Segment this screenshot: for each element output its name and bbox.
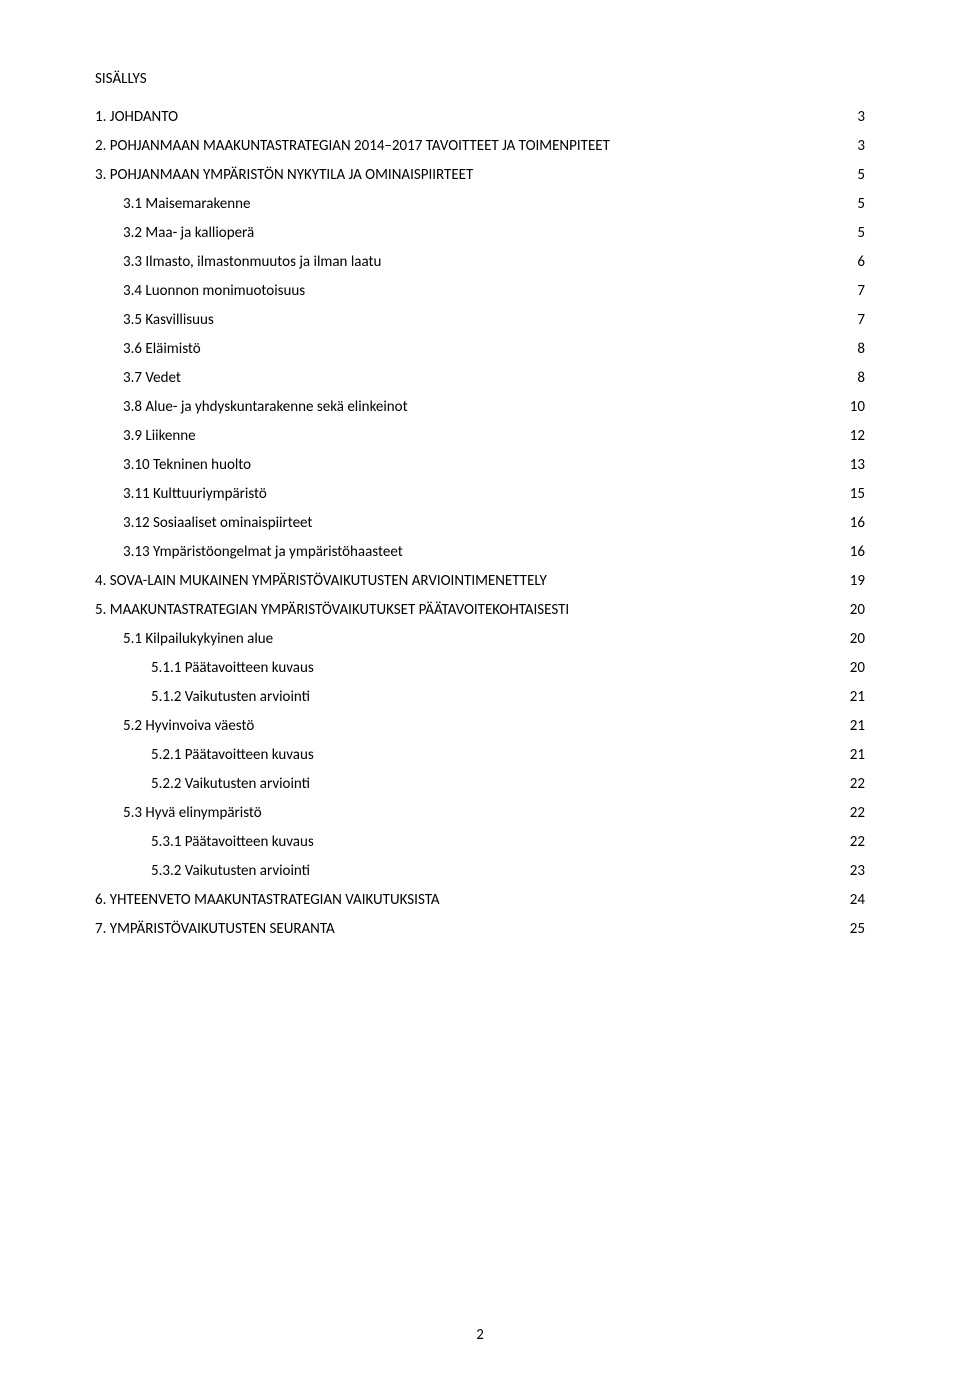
toc-row: 3.3 Ilmasto, ilmastonmuutos ja ilman laa…: [95, 255, 865, 270]
toc-row: 5. MAAKUNTASTRATEGIAN YMPÄRISTÖVAIKUTUKS…: [95, 603, 865, 618]
toc-page: 5: [857, 197, 865, 212]
toc-page: 8: [857, 371, 865, 386]
toc-label: 3.5 Kasvillisuus: [123, 313, 214, 328]
toc-row: 3.1 Maisemarakenne 5: [95, 197, 865, 212]
toc-label: 3.9 Liikenne: [123, 429, 196, 444]
toc-row: 5.2.1 Päätavoitteen kuvaus 21: [95, 748, 865, 763]
toc-row: 3.8 Alue- ja yhdyskuntarakenne sekä elin…: [95, 400, 865, 415]
toc-page: 20: [850, 632, 865, 647]
toc-row: 5.2 Hyvinvoiva väestö 21: [95, 719, 865, 734]
toc-row: 3.6 Eläimistö 8: [95, 342, 865, 357]
toc-page: 22: [850, 835, 865, 850]
toc-row: 5.1 Kilpailukykyinen alue 20: [95, 632, 865, 647]
toc-label: 3.13 Ympäristöongelmat ja ympäristöhaast…: [123, 545, 403, 560]
toc-row: 6. YHTEENVETO MAAKUNTASTRATEGIAN VAIKUTU…: [95, 893, 865, 908]
toc-label: 3.1 Maisemarakenne: [123, 197, 250, 212]
toc-label: 5.1 Kilpailukykyinen alue: [123, 632, 273, 647]
document-title: SISÄLLYS: [95, 70, 865, 88]
toc-row: 5.3.1 Päätavoitteen kuvaus 22: [95, 835, 865, 850]
toc-page: 20: [850, 603, 865, 618]
toc-row: 4. SOVA-LAIN MUKAINEN YMPÄRISTÖVAIKUTUST…: [95, 574, 865, 589]
toc-page: 25: [850, 922, 865, 937]
toc-page: 5: [857, 226, 865, 241]
toc-row: 3.5 Kasvillisuus 7: [95, 313, 865, 328]
toc-page: 21: [850, 690, 865, 705]
toc-row: 5.2.2 Vaikutusten arviointi 22: [95, 777, 865, 792]
toc-label: 3.8 Alue- ja yhdyskuntarakenne sekä elin…: [123, 400, 408, 415]
page-number: 2: [0, 1326, 960, 1344]
toc-row: 5.3 Hyvä elinympäristö 22: [95, 806, 865, 821]
toc-label: 5.2.2 Vaikutusten arviointi: [151, 777, 310, 792]
toc-row: 5.1.1 Päätavoitteen kuvaus 20: [95, 661, 865, 676]
toc-page: 12: [850, 429, 865, 444]
toc-page: 23: [850, 864, 865, 879]
toc-page: 16: [850, 545, 865, 560]
toc-label: 2. POHJANMAAN MAAKUNTASTRATEGIAN 2014–20…: [95, 139, 610, 154]
toc-page: 24: [850, 893, 865, 908]
toc-page: 21: [850, 719, 865, 734]
toc-row: 3.7 Vedet 8: [95, 371, 865, 386]
toc-label: 6. YHTEENVETO MAAKUNTASTRATEGIAN VAIKUTU…: [95, 893, 440, 908]
toc-page: 8: [857, 342, 865, 357]
toc-row: 3.2 Maa- ja kallioperä 5: [95, 226, 865, 241]
toc-label: 5.1.2 Vaikutusten arviointi: [151, 690, 310, 705]
toc-page: 19: [850, 574, 865, 589]
toc-label: 3.3 Ilmasto, ilmastonmuutos ja ilman laa…: [123, 255, 381, 270]
toc-label: 5. MAAKUNTASTRATEGIAN YMPÄRISTÖVAIKUTUKS…: [95, 603, 569, 618]
toc-page: 3: [857, 110, 865, 125]
toc-label: 3.4 Luonnon monimuotoisuus: [123, 284, 305, 299]
toc-page: 21: [850, 748, 865, 763]
toc-label: 5.3.2 Vaikutusten arviointi: [151, 864, 310, 879]
toc-label: 5.2 Hyvinvoiva väestö: [123, 719, 254, 734]
toc-label: 3.7 Vedet: [123, 371, 181, 386]
toc-row: 5.3.2 Vaikutusten arviointi 23: [95, 864, 865, 879]
toc-row: 3.13 Ympäristöongelmat ja ympäristöhaast…: [95, 545, 865, 560]
toc-row: 5.1.2 Vaikutusten arviointi 21: [95, 690, 865, 705]
toc-page: 7: [857, 313, 865, 328]
toc-row: 2. POHJANMAAN MAAKUNTASTRATEGIAN 2014–20…: [95, 139, 865, 154]
toc-label: 7. YMPÄRISTÖVAIKUTUSTEN SEURANTA: [95, 922, 335, 937]
toc-page: 10: [850, 400, 865, 415]
toc-label: 1. JOHDANTO: [95, 110, 178, 125]
toc-row: 3.12 Sosiaaliset ominaispiirteet 16: [95, 516, 865, 531]
toc-label: 3.11 Kulttuuriympäristö: [123, 487, 267, 502]
toc-label: 5.3.1 Päätavoitteen kuvaus: [151, 835, 314, 850]
toc-row: 1. JOHDANTO 3: [95, 110, 865, 125]
table-of-contents: 1. JOHDANTO 3 2. POHJANMAAN MAAKUNTASTRATE…: [95, 110, 865, 937]
toc-label: 3.2 Maa- ja kallioperä: [123, 226, 254, 241]
toc-label: 5.3 Hyvä elinympäristö: [123, 806, 262, 821]
toc-page: 7: [857, 284, 865, 299]
toc-row: 3.11 Kulttuuriympäristö 15: [95, 487, 865, 502]
toc-page: 20: [850, 661, 865, 676]
toc-page: 13: [850, 458, 865, 473]
toc-label: 5.2.1 Päätavoitteen kuvaus: [151, 748, 314, 763]
toc-page: 6: [857, 255, 865, 270]
toc-label: 3.12 Sosiaaliset ominaispiirteet: [123, 516, 312, 531]
toc-row: 7. YMPÄRISTÖVAIKUTUSTEN SEURANTA 25: [95, 922, 865, 937]
toc-label: 3.6 Eläimistö: [123, 342, 201, 357]
toc-label: 5.1.1 Päätavoitteen kuvaus: [151, 661, 314, 676]
toc-label: 4. SOVA-LAIN MUKAINEN YMPÄRISTÖVAIKUTUST…: [95, 574, 547, 589]
toc-page: 22: [850, 777, 865, 792]
toc-page: 16: [850, 516, 865, 531]
toc-page: 15: [850, 487, 865, 502]
toc-row: 3.10 Tekninen huolto 13: [95, 458, 865, 473]
toc-row: 3. POHJANMAAN YMPÄRISTÖN NYKYTILA JA OMI…: [95, 168, 865, 183]
toc-label: 3. POHJANMAAN YMPÄRISTÖN NYKYTILA JA OMI…: [95, 168, 473, 183]
toc-page: 22: [850, 806, 865, 821]
toc-page: 3: [857, 139, 865, 154]
toc-page: 5: [857, 168, 865, 183]
toc-label: 3.10 Tekninen huolto: [123, 458, 251, 473]
toc-row: 3.9 Liikenne 12: [95, 429, 865, 444]
toc-row: 3.4 Luonnon monimuotoisuus 7: [95, 284, 865, 299]
